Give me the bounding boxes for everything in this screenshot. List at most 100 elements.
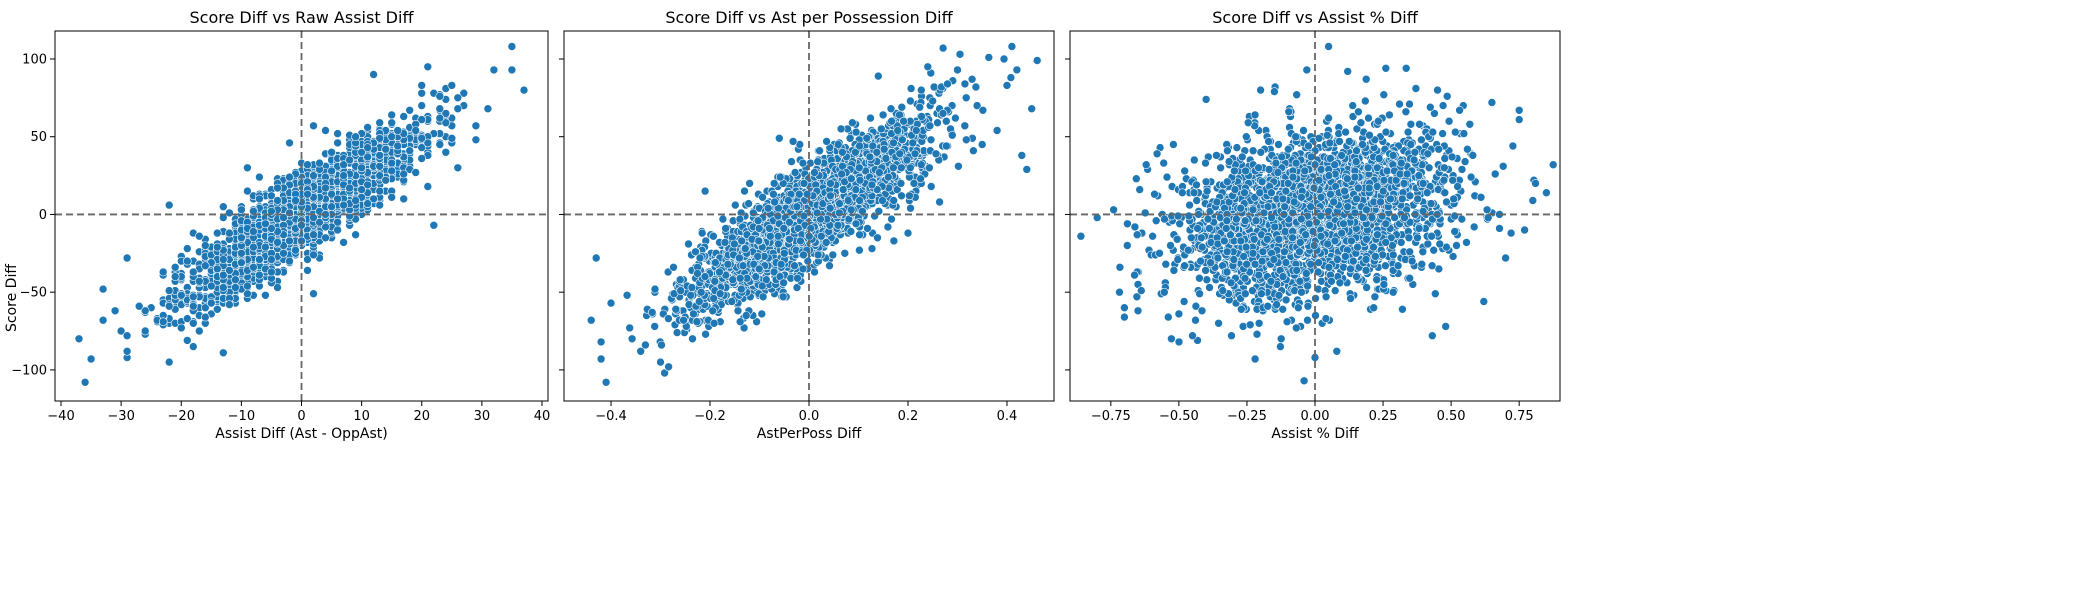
- data-point: [183, 244, 192, 253]
- data-point: [267, 255, 276, 264]
- data-point: [471, 135, 481, 145]
- data-point: [375, 162, 385, 171]
- data-point: [878, 110, 888, 120]
- data-point: [828, 250, 838, 260]
- data-point: [696, 287, 706, 297]
- data-point: [1191, 301, 1201, 311]
- data-point: [672, 328, 682, 337]
- data-point: [709, 318, 719, 328]
- data-point: [339, 238, 348, 247]
- data-point: [779, 278, 788, 288]
- data-point: [225, 300, 234, 309]
- data-point: [694, 297, 704, 306]
- data-point: [916, 160, 926, 169]
- data-point: [799, 179, 809, 188]
- data-point: [793, 273, 802, 283]
- data-point: [926, 135, 936, 145]
- data-point: [309, 289, 318, 299]
- data-point: [213, 304, 222, 314]
- data-point: [846, 227, 856, 236]
- data-point: [676, 286, 686, 295]
- data-point: [315, 158, 324, 168]
- data-point: [739, 323, 749, 333]
- data-point: [243, 163, 252, 173]
- data-point: [813, 157, 823, 166]
- data-point: [177, 290, 186, 300]
- data-point: [905, 191, 914, 201]
- data-point: [261, 219, 270, 229]
- data-point: [423, 138, 433, 148]
- data-point: [826, 179, 835, 188]
- data-point: [787, 157, 796, 166]
- data-point: [917, 112, 926, 121]
- data-point: [1012, 65, 1022, 75]
- data-point: [941, 141, 951, 151]
- scatter-points: [586, 42, 1042, 387]
- x-axis-label: Assist Diff (Ast - OppAst): [215, 426, 387, 442]
- data-point: [98, 284, 108, 294]
- data-point: [728, 275, 738, 285]
- data-point: [213, 242, 222, 252]
- data-point: [1006, 73, 1016, 82]
- data-point: [776, 259, 786, 269]
- data-point: [387, 110, 397, 120]
- data-point: [933, 118, 942, 127]
- y-tick-label: −100: [11, 363, 47, 378]
- data-point: [815, 146, 824, 155]
- data-point: [219, 202, 228, 211]
- data-point: [851, 127, 861, 137]
- data-point: [740, 186, 749, 196]
- data-point: [387, 132, 397, 141]
- data-point: [785, 235, 794, 244]
- data-point: [417, 88, 427, 98]
- data-point: [507, 65, 517, 75]
- data-point: [519, 85, 529, 95]
- data-point: [417, 134, 427, 143]
- data-point: [417, 115, 427, 124]
- data-point: [219, 255, 228, 264]
- data-point: [711, 258, 720, 267]
- data-point: [896, 163, 906, 173]
- data-point: [315, 217, 324, 227]
- data-point: [267, 267, 276, 277]
- data-point: [303, 189, 312, 199]
- data-point: [992, 126, 1002, 135]
- data-point: [656, 357, 665, 367]
- data-point: [851, 148, 860, 157]
- data-point: [897, 135, 907, 145]
- data-point: [825, 261, 834, 271]
- data-point: [855, 175, 865, 185]
- data-point: [285, 256, 294, 266]
- data-point: [122, 331, 132, 341]
- data-point: [896, 179, 906, 188]
- data-point: [753, 216, 763, 225]
- data-point: [375, 200, 385, 210]
- data-point: [818, 199, 828, 208]
- data-point: [387, 193, 397, 202]
- data-point: [846, 174, 856, 183]
- figure-ylabel: Score Diff: [4, 264, 20, 332]
- data-point: [267, 191, 276, 201]
- data-point: [195, 276, 204, 286]
- data-point: [435, 92, 445, 101]
- x-tick-label: 20: [413, 409, 430, 424]
- data-point: [291, 245, 300, 255]
- data-point: [158, 317, 168, 327]
- data-point: [411, 126, 421, 135]
- data-point: [749, 259, 759, 269]
- data-point: [754, 236, 764, 246]
- data-point: [453, 104, 463, 113]
- data-point: [953, 65, 962, 75]
- data-point: [754, 224, 764, 233]
- data-point: [984, 53, 994, 62]
- data-point: [116, 326, 126, 336]
- data-point: [812, 208, 822, 218]
- data-point: [237, 233, 246, 243]
- data-point: [799, 250, 808, 260]
- data-point: [851, 219, 861, 229]
- data-point: [183, 314, 192, 323]
- data-point: [718, 214, 728, 224]
- data-point: [727, 297, 737, 306]
- data-point: [309, 171, 318, 180]
